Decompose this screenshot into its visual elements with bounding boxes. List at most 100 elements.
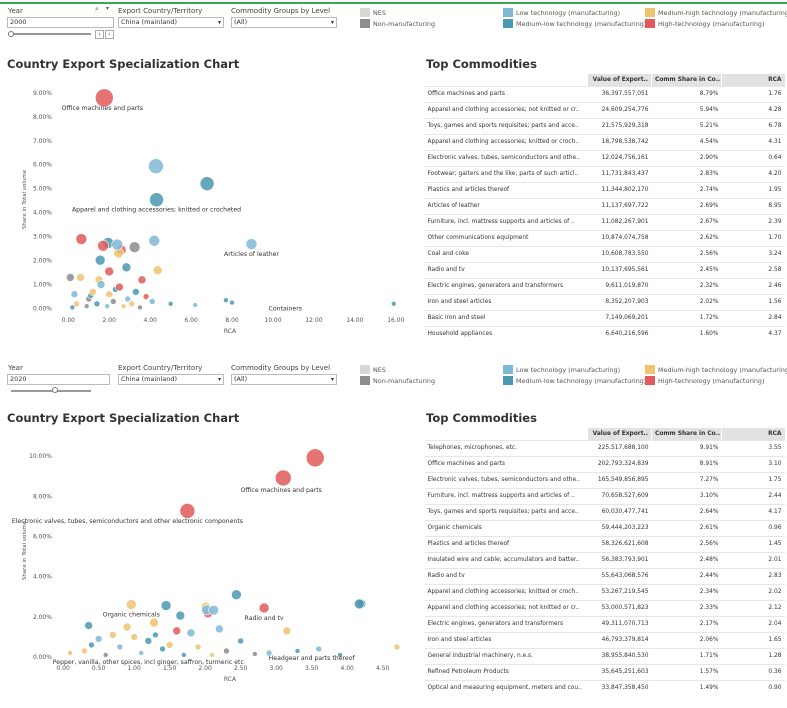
- legend-swatch[interactable]: [645, 19, 655, 28]
- data-point[interactable]: [96, 280, 106, 289]
- data-point[interactable]: [67, 650, 74, 656]
- data-point[interactable]: [94, 254, 106, 266]
- legend-label[interactable]: NES: [373, 366, 386, 374]
- legend-swatch[interactable]: [503, 376, 513, 385]
- table-row[interactable]: Apparel and clothing accessories; knitte…: [424, 133, 785, 150]
- data-point[interactable]: [148, 158, 164, 174]
- table-row[interactable]: Footwear; gaiters and the like; parts of…: [424, 165, 785, 182]
- year-slider-track[interactable]: [11, 390, 91, 392]
- legend-label[interactable]: Non-manufacturing: [373, 377, 436, 385]
- data-point[interactable]: [209, 652, 216, 658]
- data-point[interactable]: [258, 602, 270, 614]
- legend-swatch[interactable]: [645, 365, 655, 374]
- table-row[interactable]: Electric engines, generators and transfo…: [424, 277, 785, 294]
- scatter-chart[interactable]: 0.00% 1.00% 2.00% 3.00% 4.00% 5.00% 6.00% 7.00%…: [0, 74, 412, 342]
- data-point[interactable]: [125, 599, 137, 610]
- data-point[interactable]: [265, 649, 273, 657]
- legend-swatch[interactable]: [503, 365, 513, 374]
- data-point[interactable]: [122, 622, 132, 632]
- table-row[interactable]: Office machines and parts 202,793,324,839…: [424, 455, 785, 472]
- year-next-button[interactable]: ›: [105, 30, 114, 39]
- legend-label[interactable]: Medium-low technology (manufacturing): [516, 377, 647, 385]
- legend-label[interactable]: Medium-high technology (manufacturing): [658, 9, 787, 17]
- data-point[interactable]: [315, 645, 323, 653]
- table-row[interactable]: Coal and coke 10,608,783,550 2.56% 3.24: [424, 245, 785, 262]
- data-point[interactable]: [124, 295, 131, 303]
- column-header[interactable]: RCA: [721, 428, 785, 440]
- data-point[interactable]: [186, 628, 196, 638]
- data-point[interactable]: [102, 652, 109, 658]
- column-header[interactable]: RCA: [721, 74, 785, 86]
- table-row[interactable]: Radio and tv 10,137,695,561 2.45% 2.58: [424, 261, 785, 278]
- year-slider-thumb[interactable]: [52, 387, 58, 393]
- legend-swatch[interactable]: [503, 19, 513, 28]
- legend-label[interactable]: High-technology (manufacturing): [658, 377, 765, 385]
- data-point[interactable]: [252, 651, 258, 657]
- data-point[interactable]: [237, 637, 244, 645]
- chevron-down-icon[interactable]: ▾: [106, 5, 110, 12]
- table-row[interactable]: Organic chemicals 59,444,203,223 2.61% 0.96: [424, 519, 785, 536]
- data-point[interactable]: [337, 652, 343, 658]
- data-point[interactable]: [274, 469, 292, 487]
- column-header[interactable]: Value of Export..: [587, 74, 652, 86]
- table-row[interactable]: Furniture, incl. mattress supports and a…: [424, 487, 785, 504]
- table-row[interactable]: Radio and tv 55,643,068,576 2.44% 2.83: [424, 567, 785, 584]
- data-point[interactable]: [120, 303, 127, 310]
- commodity-select[interactable]: (All) ▾: [231, 374, 337, 385]
- data-point[interactable]: [104, 266, 115, 277]
- legend-label[interactable]: Low technology (manufacturing): [516, 9, 621, 17]
- data-point[interactable]: [245, 238, 258, 250]
- legend-label[interactable]: Non-manufacturing: [373, 20, 436, 28]
- table-row[interactable]: Iron and steel articles 8,352,207,903 2.02…: [424, 293, 785, 310]
- year-prev-button[interactable]: ‹: [95, 30, 104, 39]
- data-point[interactable]: [152, 265, 163, 276]
- data-point[interactable]: [179, 503, 196, 519]
- table-row[interactable]: Other communications equipment 10,874,074…: [424, 229, 785, 246]
- data-point[interactable]: [149, 192, 164, 208]
- table-row[interactable]: Office machines and parts 36,397,557,051 8…: [424, 85, 785, 102]
- legend-swatch[interactable]: [360, 365, 370, 374]
- data-point[interactable]: [115, 282, 124, 292]
- table-row[interactable]: Refined Petroleum Products 35,645,251,603…: [424, 663, 785, 680]
- data-point[interactable]: [93, 300, 101, 308]
- data-point[interactable]: [159, 645, 166, 653]
- data-point[interactable]: [121, 262, 132, 273]
- year-input[interactable]: 2000: [7, 17, 114, 28]
- data-point[interactable]: [116, 643, 124, 651]
- data-point[interactable]: [76, 273, 85, 282]
- data-point[interactable]: [104, 303, 110, 310]
- table-row[interactable]: Toys, games and sports requisites; parts…: [424, 117, 785, 134]
- table-row[interactable]: Furniture, incl. mattress supports and a…: [424, 213, 785, 230]
- legend-label[interactable]: Medium-high technology (manufacturing): [658, 366, 787, 374]
- year-input[interactable]: 2020: [7, 374, 110, 385]
- data-point[interactable]: [282, 626, 292, 636]
- table-row[interactable]: Electronic valves, tubes, semiconductors…: [424, 149, 785, 166]
- data-point[interactable]: [132, 288, 140, 296]
- data-point[interactable]: [148, 298, 156, 305]
- table-row[interactable]: Apparel and clothing accessories; not kn…: [424, 599, 785, 616]
- table-row[interactable]: Articles of leather 11,137,697,722 2.69% 8.…: [424, 197, 785, 214]
- data-point[interactable]: [149, 617, 159, 628]
- scatter-chart[interactable]: 0.00% 2.00% 4.00% 6.00% 8.00% 10.00% 0.00 0.50 1…: [0, 428, 412, 706]
- year-slider-thumb[interactable]: [8, 31, 14, 37]
- data-point[interactable]: [167, 301, 174, 307]
- data-point[interactable]: [110, 298, 117, 305]
- legend-swatch[interactable]: [503, 8, 513, 17]
- data-point[interactable]: [128, 241, 141, 254]
- data-point[interactable]: [111, 238, 124, 251]
- column-header[interactable]: Comm Share in Co..: [651, 428, 722, 440]
- table-row[interactable]: Electric engines, generators and transfo…: [424, 615, 785, 632]
- column-header[interactable]: Value of Export..: [587, 428, 652, 440]
- commodity-select[interactable]: (All) ▾: [231, 17, 337, 28]
- data-point[interactable]: [390, 301, 397, 307]
- legend-label[interactable]: Medium-low technology (manufacturing): [516, 20, 647, 28]
- table-row[interactable]: Telephones, microphones, etc. 225,517,688…: [424, 439, 785, 456]
- country-select[interactable]: China (mainland) ▾: [118, 17, 224, 28]
- data-point[interactable]: [194, 643, 202, 651]
- legend-label[interactable]: Low technology (manufacturing): [516, 366, 621, 374]
- data-point[interactable]: [73, 300, 80, 308]
- data-point[interactable]: [137, 304, 143, 311]
- table-row[interactable]: Plastics and articles thereof 58,326,621,…: [424, 535, 785, 552]
- data-point[interactable]: [181, 652, 187, 658]
- data-point[interactable]: [138, 650, 145, 656]
